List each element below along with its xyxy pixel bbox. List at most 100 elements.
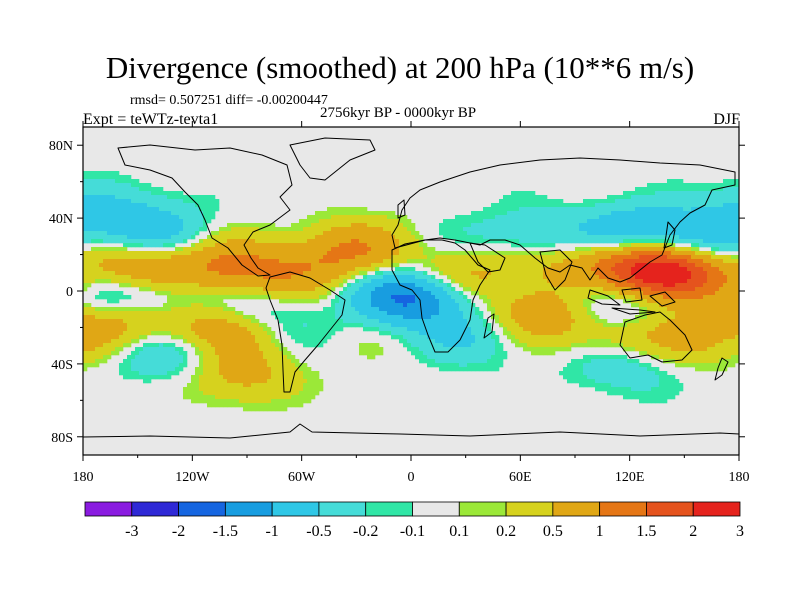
field-cell	[579, 215, 584, 220]
field-cell	[567, 259, 572, 264]
field-cell	[219, 299, 224, 304]
field-cell	[567, 291, 572, 296]
field-cell	[423, 315, 428, 320]
field-cell	[567, 339, 572, 344]
field-cell	[291, 311, 296, 316]
field-cell	[271, 283, 276, 288]
field-cell	[271, 407, 276, 412]
field-cell	[311, 227, 316, 232]
field-cell	[235, 335, 240, 340]
field-cell	[487, 227, 492, 232]
field-cell	[207, 319, 212, 324]
field-cell	[171, 295, 176, 300]
field-cell	[111, 207, 116, 212]
field-cell	[599, 271, 604, 276]
field-cell	[503, 355, 508, 360]
field-cell	[155, 231, 160, 236]
field-cell	[407, 323, 412, 328]
field-cell	[207, 359, 212, 364]
field-cell	[295, 251, 300, 256]
field-cell	[455, 267, 460, 272]
field-cell	[175, 327, 180, 332]
field-cell	[247, 243, 252, 248]
field-cell	[383, 311, 388, 316]
field-cell	[563, 263, 568, 268]
field-cell	[479, 327, 484, 332]
field-cell	[167, 199, 172, 204]
field-cell	[159, 203, 164, 208]
field-cell	[119, 335, 124, 340]
field-cell	[443, 295, 448, 300]
field-cell	[531, 283, 536, 288]
field-cell	[303, 323, 308, 328]
field-cell	[231, 255, 236, 260]
field-cell	[439, 307, 444, 312]
field-cell	[179, 331, 184, 336]
field-cell	[83, 187, 88, 192]
field-cell	[423, 343, 428, 348]
field-cell	[271, 259, 276, 264]
field-cell	[319, 315, 324, 320]
field-cell	[215, 295, 220, 300]
field-cell	[451, 319, 456, 324]
field-cell	[507, 275, 512, 280]
field-cell	[295, 235, 300, 240]
field-cell	[263, 379, 268, 384]
field-cell	[575, 207, 580, 212]
field-cell	[575, 255, 580, 260]
field-cell	[147, 327, 152, 332]
field-cell	[119, 255, 124, 260]
field-cell	[147, 259, 152, 264]
field-cell	[215, 323, 220, 328]
field-cell	[475, 227, 480, 232]
field-cell	[583, 323, 588, 328]
field-cell	[343, 243, 348, 248]
field-cell	[203, 247, 208, 252]
field-cell	[107, 291, 112, 296]
field-cell	[155, 287, 160, 292]
field-cell	[247, 335, 252, 340]
field-cell	[579, 239, 584, 244]
field-cell	[587, 215, 592, 220]
field-cell	[187, 231, 192, 236]
field-cell	[243, 355, 248, 360]
field-cell	[267, 239, 272, 244]
field-cell	[195, 339, 200, 344]
field-cell	[187, 395, 192, 400]
field-cell	[315, 243, 320, 248]
field-cell	[231, 223, 236, 228]
field-cell	[131, 219, 136, 224]
field-cell	[395, 235, 400, 240]
field-cell	[487, 367, 492, 372]
field-cell	[411, 227, 416, 232]
field-cell	[191, 307, 196, 312]
field-cell	[419, 351, 424, 356]
field-cell	[307, 259, 312, 264]
field-cell	[487, 251, 492, 256]
field-cell	[95, 231, 100, 236]
field-cell	[359, 299, 364, 304]
field-cell	[599, 235, 604, 240]
field-cell	[591, 295, 596, 300]
field-cell	[323, 211, 328, 216]
field-cell	[303, 235, 308, 240]
field-cell	[199, 315, 204, 320]
field-cell	[387, 323, 392, 328]
field-cell	[519, 299, 524, 304]
field-cell	[559, 251, 564, 256]
field-cell	[311, 379, 316, 384]
field-cell	[179, 335, 184, 340]
field-cell	[483, 235, 488, 240]
field-cell	[175, 255, 180, 260]
field-cell	[539, 199, 544, 204]
field-cell	[447, 367, 452, 372]
field-cell	[471, 263, 476, 268]
field-cell	[423, 299, 428, 304]
field-cell	[263, 283, 268, 288]
field-cell	[111, 235, 116, 240]
field-cell	[391, 227, 396, 232]
field-cell	[219, 371, 224, 376]
field-cell	[551, 227, 556, 232]
field-cell	[335, 279, 340, 284]
field-cell	[499, 251, 504, 256]
